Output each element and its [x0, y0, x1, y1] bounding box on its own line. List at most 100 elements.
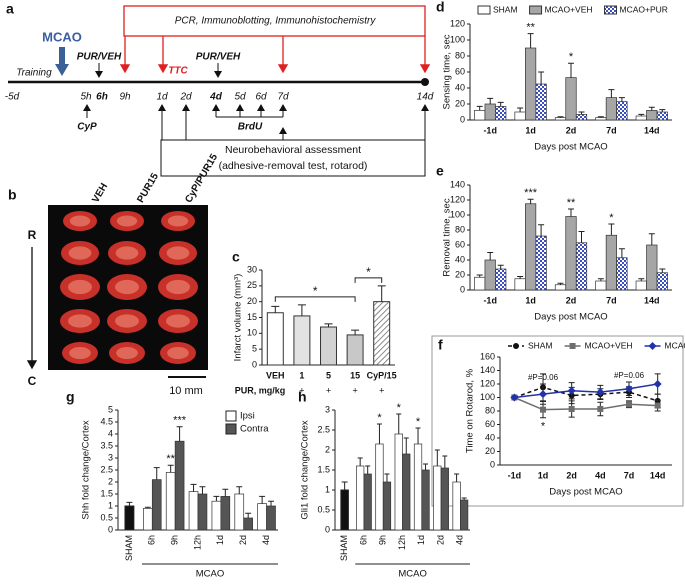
bar: [197, 493, 208, 531]
group-label: MCAO: [196, 569, 225, 580]
legend-label: MCAO+PUR: [620, 4, 668, 14]
x-tick-label: 14d: [644, 295, 660, 305]
y-tick-label: 60: [485, 419, 495, 429]
x-axis-label: Days post MCAO: [534, 142, 607, 153]
error-bar: [517, 276, 524, 279]
y-tick-label: 60: [455, 239, 465, 249]
annotation: #P=0.06: [614, 371, 645, 380]
brdu-label: BrdU: [238, 122, 263, 133]
bar: [495, 268, 507, 291]
error-bar: [423, 463, 429, 470]
column-label: VEH: [90, 182, 110, 205]
y-tick-label: 40: [455, 254, 465, 264]
x-tick-label: 1d: [525, 295, 536, 305]
error-bar: [245, 512, 252, 518]
y-tick-label: 60: [455, 66, 465, 76]
error-bar: [538, 71, 545, 84]
y-axis-label: Infarct volume (mm³): [233, 274, 244, 362]
y-axis-label: Gli1 fold change/Cortex: [300, 420, 311, 520]
y-tick-label: 4: [108, 428, 113, 438]
marker: [648, 342, 657, 350]
x-tick-label: 12h: [192, 535, 202, 550]
bar: [474, 276, 486, 291]
error-bar: [324, 323, 333, 327]
x-tick-label: 4d: [455, 535, 465, 545]
bar: [211, 500, 222, 531]
error-bar: [271, 305, 280, 313]
bar: [440, 467, 449, 531]
bar: [595, 117, 607, 121]
time-point: -5d: [5, 92, 20, 103]
bar: [346, 334, 364, 366]
annotation: *: [377, 412, 382, 424]
bar: [575, 242, 588, 291]
bar: [514, 278, 526, 291]
marker: [510, 393, 519, 402]
error-bar: [376, 423, 382, 444]
bar: [402, 453, 411, 531]
error-bar: [396, 413, 402, 434]
y-tick-label: 0: [460, 284, 465, 294]
x-tick-label: 2d: [566, 295, 577, 305]
marker: [569, 343, 576, 349]
y-tick-label: 0.5: [100, 512, 113, 522]
bar: [151, 479, 162, 531]
legend-label: MCAO+VEH: [585, 340, 633, 350]
marker: [568, 405, 575, 412]
time-point: 6h: [96, 92, 108, 103]
x-axis-label: Days post MCAO: [534, 312, 607, 323]
brain-slice-core: [115, 314, 139, 328]
significance-bracket: [274, 296, 356, 302]
y-axis-label: Sensing time, sec: [442, 34, 453, 109]
error-bar: [297, 304, 306, 316]
legend-swatch: [225, 410, 237, 422]
error-bar: [557, 116, 564, 118]
brdu-arrows: [212, 104, 287, 117]
x-tick-label: 7d: [606, 125, 617, 135]
error-bar: [190, 483, 197, 492]
behavior-arrows: [158, 104, 429, 140]
group-label: MCAO: [398, 569, 427, 580]
y-tick-label: 0: [460, 114, 465, 124]
treatment-label: PUR/VEH: [196, 52, 241, 63]
y-tick-label: 1: [108, 500, 113, 510]
annotation: **: [166, 453, 175, 465]
x-tick-label: 9h: [378, 535, 388, 545]
bar: [474, 110, 486, 121]
y-tick-label: 0.5: [317, 504, 330, 514]
panel-frame: [431, 335, 684, 507]
error-bar: [608, 89, 615, 98]
annotation: #P=0.06: [528, 373, 559, 382]
line: [514, 383, 658, 399]
significance-bracket: [354, 277, 383, 283]
error-bar: [199, 486, 206, 494]
legend-label: Contra: [240, 424, 269, 435]
marker: [625, 384, 633, 393]
bar: [656, 111, 668, 121]
y-tick-label: 10: [247, 328, 257, 338]
marker: [567, 386, 576, 395]
error-bar: [487, 252, 494, 260]
error-bar: [638, 113, 645, 116]
error-bar: [487, 97, 494, 104]
bar: [234, 493, 245, 531]
error-bar: [442, 455, 448, 468]
bar: [616, 101, 628, 121]
bar: [635, 115, 647, 121]
cyp-label: CyP: [77, 122, 97, 133]
bar: [495, 106, 507, 121]
y-tick-label: 30: [247, 264, 257, 274]
assay-text: PCR, Immunoblotting, Immunohistochemistr…: [175, 16, 377, 27]
error-bar: [461, 497, 467, 500]
bar: [575, 114, 588, 121]
y-tick-label: 140: [480, 365, 495, 375]
error-bar: [454, 473, 460, 482]
x-tick-label: 2d: [566, 470, 577, 480]
annotation: **: [567, 197, 576, 209]
y-tick-label: 15: [247, 312, 257, 322]
x-tick-label: 2d: [566, 125, 577, 135]
bar: [554, 117, 567, 121]
row-sign: +: [352, 385, 357, 395]
bar: [320, 326, 337, 366]
brain-slice-core: [166, 314, 190, 328]
